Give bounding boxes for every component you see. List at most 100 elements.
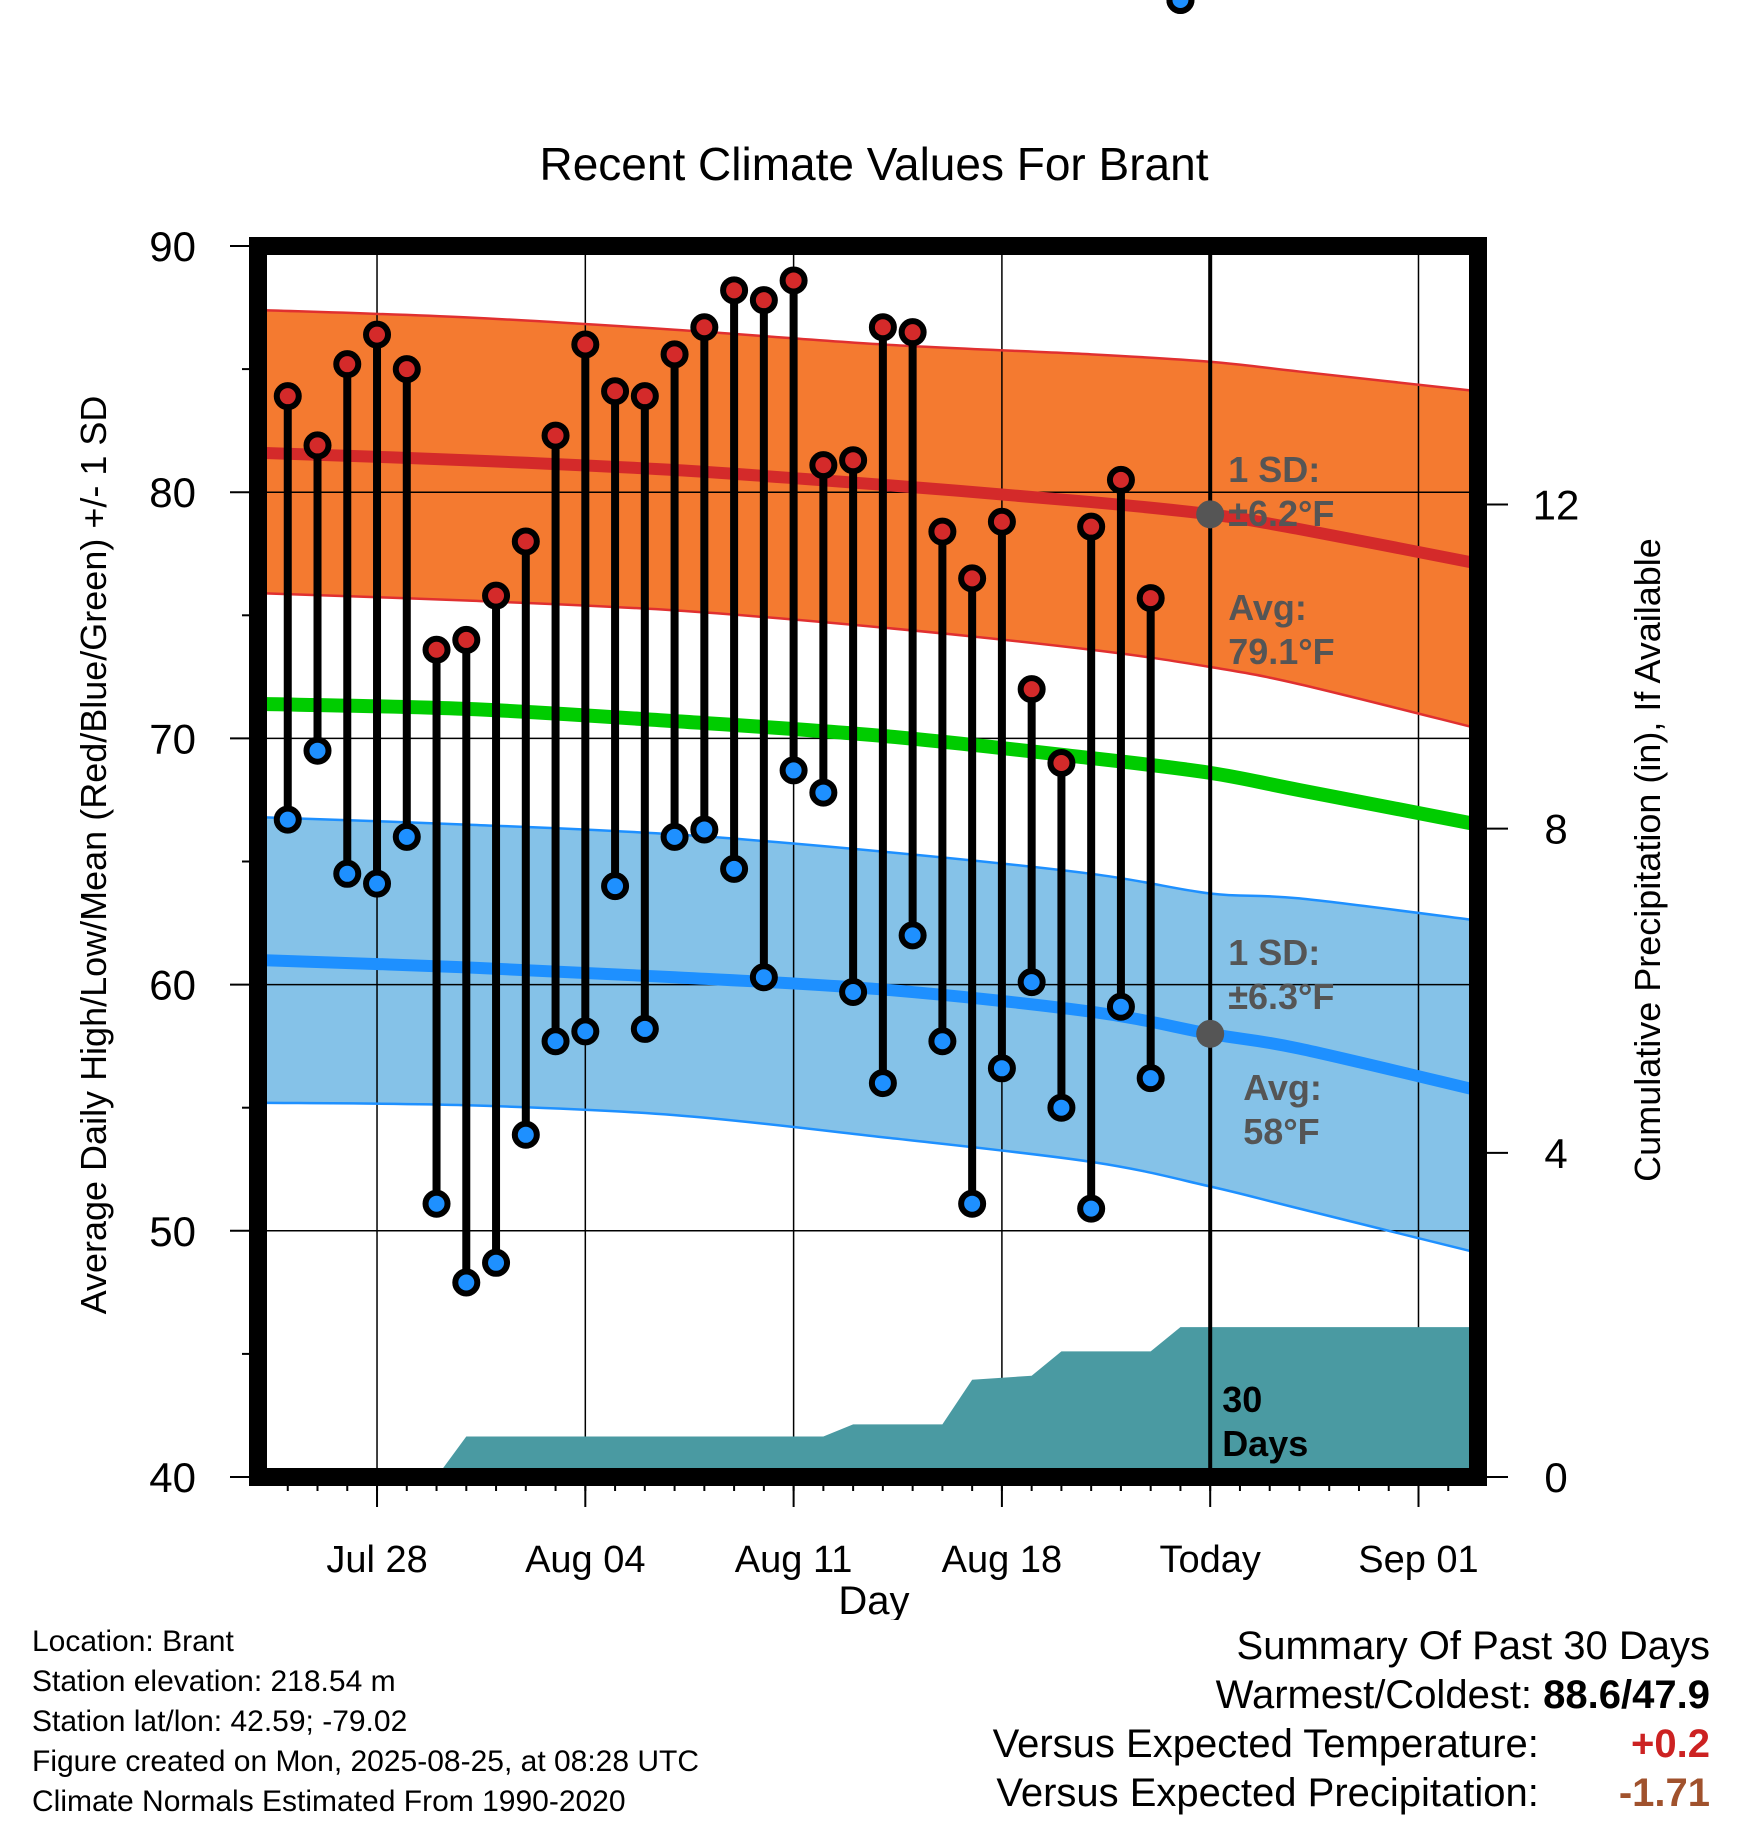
observed-high-point (1077, 512, 1106, 541)
observed-high-point (987, 507, 1016, 536)
precipitation-area (436, 1327, 1478, 1477)
observed-high-point (660, 340, 689, 369)
high-avg-annotation: Avg: (1228, 587, 1307, 628)
observed-high-point (839, 446, 868, 475)
avg-mean-line (257, 696, 1480, 832)
temp-anomaly-label: Versus Expected Temperature: (992, 1722, 1539, 1766)
normals-text: Climate Normals Estimated From 1990-2020 (32, 1785, 626, 1818)
chart-title: Recent Climate Values For Brant (540, 138, 1209, 190)
observed-high-point (601, 377, 630, 406)
observed-low-point (1077, 1194, 1106, 1223)
x-axis-label: Day (838, 1579, 909, 1620)
y2-axis-label: Cumulative Precipitation (in), If Availa… (1627, 538, 1668, 1182)
observed-low-point (630, 1014, 659, 1043)
elevation-text: Station elevation: 218.54 m (32, 1665, 396, 1698)
latlon-text: Station lat/lon: 42.59; -79.02 (32, 1705, 408, 1738)
low-avg-annotation: 58°F (1243, 1111, 1319, 1152)
x-tick-label: Today (1159, 1539, 1260, 1581)
observed-high-point (809, 451, 838, 480)
observed-high-point (422, 635, 451, 664)
observed-high-point (392, 355, 421, 384)
low-avg-annotation: Avg: (1243, 1067, 1322, 1108)
observed-low-point (779, 756, 808, 785)
observed-high-point (779, 266, 808, 295)
low-sd-band (258, 817, 1478, 1253)
observed-low-point (660, 822, 689, 851)
observed-low-point (868, 1069, 897, 1098)
observed-low-point (1166, 0, 1195, 14)
summary-title: Summary Of Past 30 Days (1236, 1624, 1710, 1668)
observed-high-point (363, 320, 392, 349)
days-annotation: 30 (1222, 1379, 1262, 1420)
observed-low-point (363, 869, 392, 898)
observed-high-point (333, 350, 362, 379)
low-sd-annotation: 1 SD: (1228, 932, 1320, 973)
observed-low-point (392, 822, 421, 851)
x-tick-label: Aug 18 (942, 1539, 1062, 1581)
x-tick-label: Aug 11 (735, 1539, 853, 1581)
observed-low-point (452, 1268, 481, 1297)
high-avg-annotation: 79.1°F (1228, 631, 1334, 672)
observed-high-point (452, 625, 481, 654)
y2-tick-label: 0 (1544, 1454, 1567, 1501)
precip-anomaly-label: Versus Expected Precipitation: (996, 1771, 1539, 1815)
y-tick-label: 50 (149, 1208, 196, 1255)
observed-low-point (958, 1189, 987, 1218)
observed-high-point (541, 421, 570, 450)
observed-high-point (928, 517, 957, 546)
observed-low-point (422, 1189, 451, 1218)
location-text: Location: Brant (32, 1625, 234, 1658)
observed-high-point (1047, 749, 1076, 778)
high-lower-edge (257, 591, 1479, 730)
y2-tick-label: 8 (1544, 806, 1567, 853)
observed-high-point (630, 382, 659, 411)
summary-panel: Summary Of Past 30 Days Warmest/Coldest:… (993, 1622, 1710, 1818)
warmest-coldest-label: Warmest/Coldest: (1215, 1673, 1533, 1717)
observed-low-point (809, 778, 838, 807)
observed-low-point (928, 1027, 957, 1056)
observed-low-point (987, 1054, 1016, 1083)
warmest-coldest-row: Warmest/Coldest: 88.6/47.9 (993, 1671, 1710, 1720)
station-info: Location: Brant Station elevation: 218.5… (32, 1622, 699, 1822)
precip-anomaly-row: Versus Expected Precipitation: -1.71 (993, 1769, 1710, 1818)
high-sd-band (258, 310, 1478, 729)
observed-low-point (749, 963, 778, 992)
low-sd-annotation: ±6.3°F (1228, 976, 1334, 1017)
temp-anomaly-value: +0.2 (1631, 1722, 1710, 1766)
observed-high-point (273, 382, 302, 411)
observed-low-point (511, 1120, 540, 1149)
observed-low-point (1017, 968, 1046, 997)
observed-high-point (749, 286, 778, 315)
observed-high-point (571, 330, 600, 359)
observed-low-point (482, 1248, 511, 1277)
days-annotation: Days (1222, 1423, 1308, 1464)
observed-high-point (1136, 584, 1165, 613)
low-mean-line (257, 953, 1480, 1097)
y-tick-label: 60 (149, 962, 196, 1009)
high-mean-line (257, 446, 1480, 570)
y-tick-label: 80 (149, 469, 196, 516)
temp-anomaly-row: Versus Expected Temperature: +0.2 (993, 1720, 1710, 1769)
observed-high-point (511, 527, 540, 556)
observed-high-point (1106, 465, 1135, 494)
observed-low-point (898, 921, 927, 950)
observed-low-point (303, 736, 332, 765)
x-tick-label: Sep 01 (1358, 1539, 1478, 1581)
observed-low-point (541, 1027, 570, 1056)
y-axis-label: Average Daily High/Low/Mean (Red/Blue/Gr… (73, 396, 114, 1315)
x-tick-label: Aug 04 (525, 1539, 645, 1581)
observed-low-point (1106, 992, 1135, 1021)
warmest-coldest-value: 88.6/47.9 (1543, 1673, 1710, 1717)
low-lower-edge (257, 1101, 1479, 1255)
observed-high-point (482, 581, 511, 610)
climate-chart: Recent Climate Values For Brant 1 SD:±6.… (73, 0, 1668, 1620)
y-tick-label: 70 (149, 715, 196, 762)
observed-high-point (868, 313, 897, 342)
high-upper-edge (257, 308, 1479, 393)
x-tick-label: Jul 28 (326, 1539, 427, 1581)
observed-low-point (720, 854, 749, 883)
high-sd-annotation: 1 SD: (1228, 449, 1320, 490)
observed-high-point (958, 564, 987, 593)
y2-tick-label: 12 (1533, 482, 1580, 529)
